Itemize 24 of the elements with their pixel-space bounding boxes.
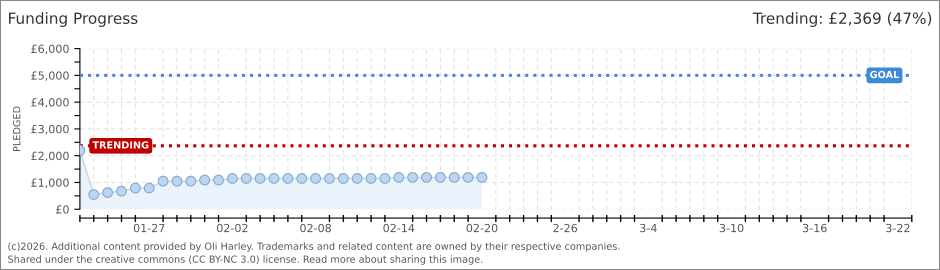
x-tick-label: 01-27 <box>134 224 164 232</box>
x-tick-label: 3-22 <box>886 224 910 232</box>
x-tick-label: 02-20 <box>466 224 498 232</box>
y-tick-label: £0 <box>56 205 69 214</box>
y-tick-label: £5,000 <box>31 71 69 81</box>
y-tick-label: £2,000 <box>31 152 69 162</box>
x-tick-label: 02-08 <box>300 224 331 232</box>
x-tick-label: 3-16 <box>802 224 827 232</box>
y-tick-label: £4,000 <box>31 98 69 108</box>
x-tick-label: 02-02 <box>217 224 248 232</box>
x-tick-label: 3-4 <box>640 224 657 232</box>
ref-line-label: GOAL <box>870 70 900 78</box>
y-tick-label: £6,000 <box>31 44 69 54</box>
y-tick-label: £1,000 <box>31 178 69 188</box>
y-tick-label: £3,000 <box>31 124 69 134</box>
x-tick-label: 2-26 <box>553 224 578 232</box>
x-tick-label: 02-14 <box>383 224 414 232</box>
text: Shared under the creative commons (CC BY-NC 3.0) license. Read more about sharing this image. <box>8 255 482 265</box>
text: (c)2026. Additional content provided by Oli Harley. Trademarks and related content are owned by their respective companies. <box>8 242 620 252</box>
x-tick-label: 3-10 <box>720 224 744 232</box>
chart-title: Funding Progress <box>9 12 138 27</box>
ref-line-label: TRENDING <box>92 141 148 149</box>
chart-subtitle: Trending: £2,369 (47%) <box>752 12 932 27</box>
y-axis-title: PLEDGED <box>13 106 20 152</box>
